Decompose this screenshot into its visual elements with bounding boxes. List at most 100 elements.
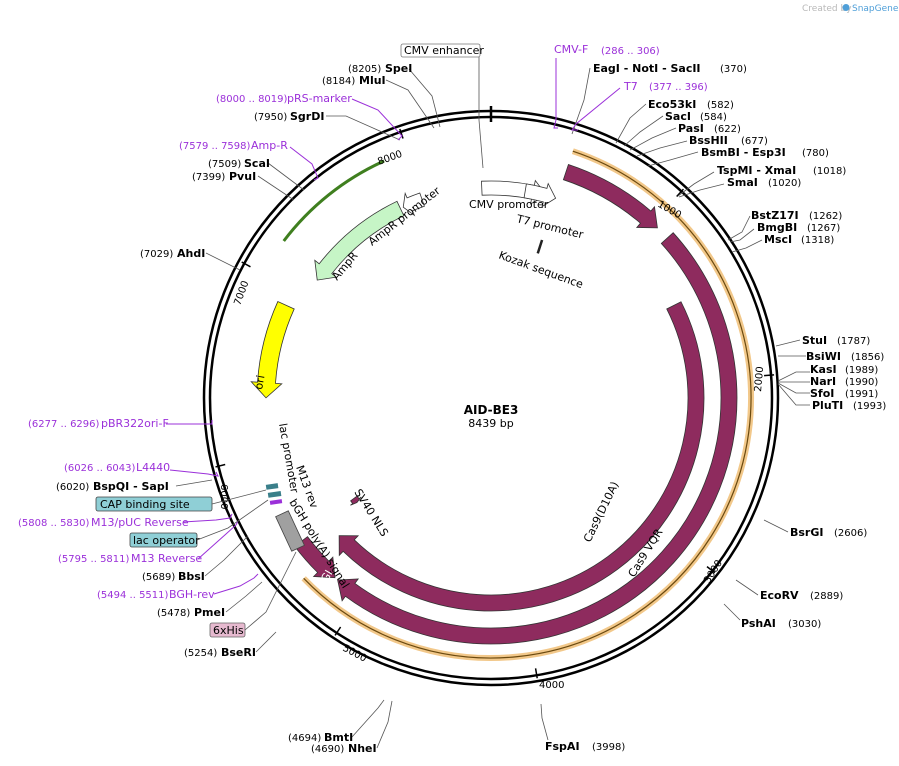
enzyme-site[interactable]: (7029) AhdI: [140, 247, 205, 260]
cas9-d10a-arrow: [338, 301, 705, 612]
t7-promoter-label: T7 promoter: [514, 212, 585, 241]
enzyme-position: (1989): [845, 365, 878, 376]
enzyme-site[interactable]: (4694) BmtI: [288, 731, 353, 744]
primer[interactable]: (8000 .. 8019) pRS-marker: [216, 92, 352, 105]
primer[interactable]: (5494 .. 5511) BGH-rev: [97, 588, 215, 601]
enzyme-name: MscI: [764, 233, 792, 246]
created-by-label: Created by: [802, 4, 852, 14]
leader-line: [267, 162, 305, 191]
ugi-arrow: [294, 536, 336, 579]
enzyme-site[interactable]: KasI (1989): [810, 363, 878, 376]
enzyme-name: BspQI - SapI: [93, 480, 169, 493]
primer-name: pRS-marker: [287, 92, 352, 105]
enzyme-site[interactable]: (4690) NheI: [311, 742, 377, 755]
primer[interactable]: (7579 .. 7598) Amp-R: [179, 139, 288, 152]
leader-line: [196, 499, 269, 541]
sv40-nls-arrow: [350, 495, 362, 506]
leader-line: [777, 382, 810, 394]
bgh-polya-block: [275, 510, 305, 552]
enzyme-site[interactable]: NarI (1990): [810, 375, 878, 388]
leader-line: [623, 115, 664, 147]
tag-label: CMV enhancer: [404, 44, 484, 57]
lac-operator-tag[interactable]: lac operator: [129, 532, 200, 548]
enzyme-site[interactable]: BssHII (677): [689, 134, 768, 147]
6xhis-tag[interactable]: 6xHis: [209, 622, 246, 638]
enzyme-site[interactable]: (5478) PmeI: [157, 606, 225, 619]
snapgene-logo-icon: [842, 4, 850, 11]
enzyme-site[interactable]: MscI (1318): [764, 233, 834, 246]
enzyme-name: SmaI: [727, 176, 758, 189]
enzyme-site[interactable]: (7399) PvuI: [192, 170, 256, 183]
enzyme-site[interactable]: Eco53kI (582): [648, 98, 734, 111]
kozak-sequence-label: Kozak sequence: [497, 249, 585, 292]
enzyme-position: (3998): [592, 742, 625, 753]
primer[interactable]: (6026 .. 6043) L4440: [64, 461, 170, 474]
cas9-d10a-label: Cas9(D10A): [581, 480, 622, 545]
enzyme-site[interactable]: EagI - NotI - SacII (370): [593, 62, 747, 75]
enzyme-site[interactable]: EcoRV (2889): [760, 589, 843, 602]
enzyme-site[interactable]: BsiWI (1856): [806, 350, 884, 363]
enzyme-position: (1267): [807, 223, 840, 234]
primer-name: BGH-rev: [169, 588, 215, 601]
leader-line: [729, 228, 755, 243]
enzyme-site[interactable]: (8184) MluI: [322, 74, 386, 87]
enzyme-site[interactable]: BmgBI (1267): [757, 221, 840, 234]
enzyme-site[interactable]: FspAI (3998): [545, 740, 625, 753]
primer[interactable]: (5795 .. 5811) M13 Reverse: [58, 552, 202, 565]
tick-mark: [215, 463, 226, 468]
primer-leader: [166, 420, 213, 425]
enzyme-site[interactable]: BsrGI (2606): [790, 526, 867, 539]
enzyme-position: (7399): [192, 172, 225, 183]
ori-label: ori: [252, 374, 267, 390]
primer[interactable]: T7 (377 .. 396): [623, 80, 708, 93]
enzyme-position: (4694): [288, 733, 321, 744]
enzyme-name: BsmBI - Esp3I: [701, 146, 786, 159]
enzyme-site[interactable]: (8205) SpeI: [348, 62, 412, 75]
enzyme-position: (1318): [801, 235, 834, 246]
enzyme-position: (7509): [208, 159, 241, 170]
primer[interactable]: (6277 .. 6296) pBR322ori-F: [28, 417, 169, 430]
enzyme-site[interactable]: TspMI - XmaI (1018): [717, 164, 846, 177]
snapgene-name: SnapGene: [852, 4, 899, 14]
enzyme-name: NheI: [348, 742, 377, 755]
cmv-enhancer-tag[interactable]: CMV enhancer: [400, 43, 484, 58]
enzyme-name: PvuI: [229, 170, 256, 183]
enzyme-site[interactable]: PluTI (1993): [812, 399, 886, 412]
enzyme-position: (2606): [834, 528, 867, 539]
enzyme-name: KasI: [810, 363, 837, 376]
cap-binding-site-tag[interactable]: CAP binding site: [95, 496, 213, 512]
enzyme-name: PmeI: [194, 606, 225, 619]
enzyme-name: PluTI: [812, 399, 843, 412]
enzyme-position: (677): [741, 136, 768, 147]
ampr-promoter-arrow: [402, 191, 425, 217]
enzyme-site[interactable]: (7950) SgrDI: [254, 110, 324, 123]
primer-name: pBR322ori-F: [101, 417, 169, 430]
leader-line: [540, 703, 549, 741]
enzyme-name: BssHII: [689, 134, 728, 147]
leader-line: [636, 140, 688, 157]
primer[interactable]: CMV-F (286 .. 306): [554, 43, 660, 57]
enzyme-site[interactable]: SmaI (1020): [727, 176, 801, 189]
enzyme-site[interactable]: (5254) BseRI: [184, 646, 256, 659]
enzyme-site[interactable]: StuI (1787): [802, 334, 870, 347]
enzyme-name: BsiWI: [806, 350, 841, 363]
leader-line: [735, 579, 759, 596]
enzyme-position: (7029): [140, 249, 173, 260]
enzyme-position: (6020): [56, 482, 89, 493]
enzyme-site[interactable]: BsmBI - Esp3I (780): [701, 146, 829, 159]
enzyme-site[interactable]: PasI (622): [678, 122, 741, 135]
enzyme-site[interactable]: SacI (584): [665, 110, 727, 123]
primer[interactable]: (5808 .. 5830) M13/pUC Reverse: [18, 516, 189, 529]
enzyme-site[interactable]: (7509) ScaI: [208, 157, 270, 170]
enzyme-site[interactable]: (5689) BbsI: [142, 570, 205, 583]
enzyme-site[interactable]: BstZ17I (1262): [751, 209, 842, 222]
enzyme-name: Eco53kI: [648, 98, 696, 111]
tick-label: 8000: [376, 149, 404, 168]
enzyme-site[interactable]: SfoI (1991): [810, 387, 878, 400]
enzyme-site[interactable]: PshAI (3030): [741, 617, 821, 630]
primer-leader: [182, 513, 233, 523]
primer-leaders: [166, 58, 621, 595]
primer-leader: [213, 573, 259, 595]
tick-label: 4000: [539, 680, 564, 691]
enzyme-site[interactable]: (6020) BspQI - SapI: [56, 480, 169, 493]
